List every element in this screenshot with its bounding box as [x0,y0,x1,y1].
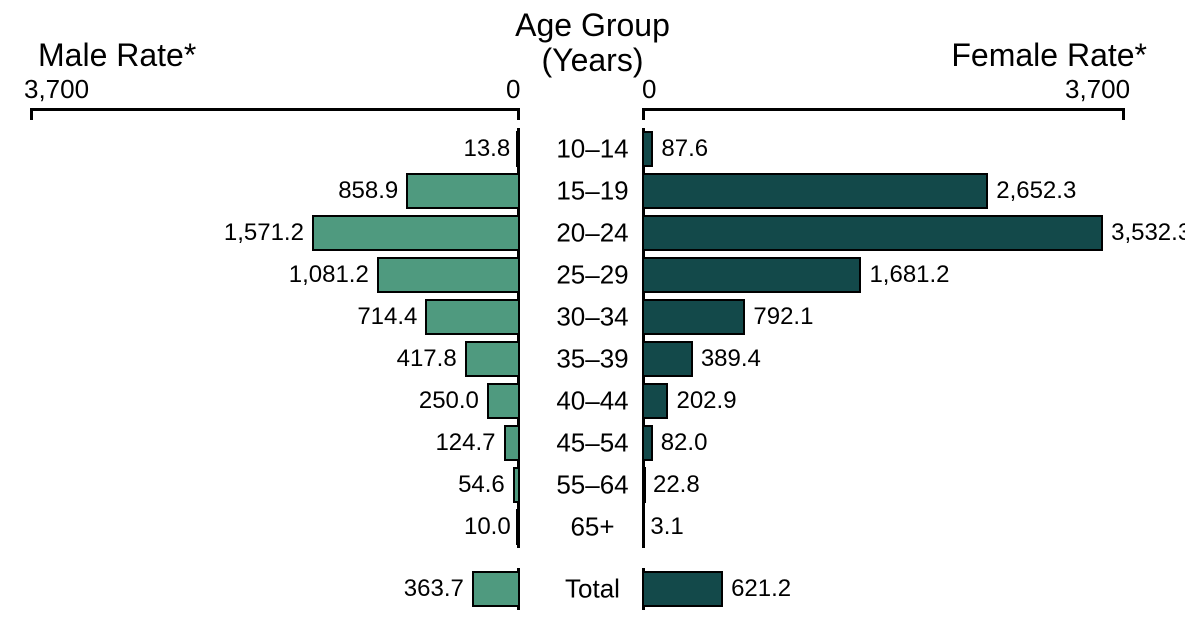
female-value-label: 2,652.3 [996,177,1076,205]
axis-tick [1122,108,1125,120]
male-bar [465,341,520,377]
left-axis-line [30,108,520,111]
category-row: 65+ 10.0 3.1 [0,506,1185,548]
female-value-label: 82.0 [661,429,708,457]
female-bar [642,215,1103,251]
male-bar [406,173,520,209]
female-value-label: 87.6 [661,135,708,163]
female-value-label: 621.2 [731,575,791,603]
male-value-label: 250.0 [419,387,479,415]
category-row: 10–14 13.8 87.6 [0,128,1185,170]
category-row: 55–64 54.6 22.8 [0,464,1185,506]
category-row: 20–24 1,571.2 3,532.3 [0,212,1185,254]
age-group-label: 55–64 [556,470,628,501]
category-row: 30–34 714.4 792.1 [0,296,1185,338]
male-value-label: 1,571.2 [224,219,304,247]
right-axis-max-label: 3,700 [1065,74,1130,105]
female-bar [642,299,745,335]
left-axis-zero-label: 0 [506,74,520,105]
right-axis-line [642,108,1125,111]
category-row: 25–29 1,081.2 1,681.2 [0,254,1185,296]
female-bar [642,383,668,419]
age-group-label: 20–24 [556,218,628,249]
center-title-line1: Age Group [515,7,670,43]
center-title-line2: (Years) [542,42,644,78]
male-bar [487,383,520,419]
age-group-label: 25–29 [556,260,628,291]
male-bar [513,467,520,503]
female-value-label: 3,532.3 [1111,219,1185,247]
age-group-label: 30–34 [556,302,628,333]
age-group-label: 35–39 [556,344,628,375]
male-bar [312,215,520,251]
age-group-label: 45–54 [556,428,628,459]
left-axis-title: Male Rate* [38,38,196,73]
right-axis-title: Female Rate* [951,38,1147,73]
axis-tick [517,108,520,120]
female-value-label: 792.1 [753,303,813,331]
male-value-label: 1,081.2 [289,261,369,289]
left-axis-max-label: 3,700 [24,74,89,105]
male-value-label: 124.7 [435,429,495,457]
male-bar [425,299,520,335]
age-group-label: 15–19 [556,176,628,207]
male-value-label: 417.8 [397,345,457,373]
age-group-label: 40–44 [556,386,628,417]
female-bar [642,425,653,461]
age-group-label: 65+ [570,512,614,543]
category-row: 35–39 417.8 389.4 [0,338,1185,380]
female-value-label: 3.1 [650,513,683,541]
male-value-label: 10.0 [464,513,511,541]
female-value-label: 22.8 [653,471,700,499]
right-baseline [642,506,645,548]
female-value-label: 389.4 [701,345,761,373]
female-bar [642,341,693,377]
female-bar [642,571,723,607]
female-bar [642,131,653,167]
age-group-label: 10–14 [556,134,628,165]
male-bar [516,509,520,545]
male-bar [504,425,521,461]
total-row: Total 363.7 621.2 [0,568,1185,610]
center-axis-title: Age Group (Years) [515,8,670,78]
right-axis-zero-label: 0 [642,74,656,105]
total-label: Total [565,574,620,605]
female-bar [642,173,988,209]
male-value-label: 858.9 [338,177,398,205]
axis-tick [642,108,645,120]
male-value-label: 363.7 [404,575,464,603]
category-row: 40–44 250.0 202.9 [0,380,1185,422]
category-row: 45–54 124.7 82.0 [0,422,1185,464]
category-row: 15–19 858.9 2,652.3 [0,170,1185,212]
male-bar [377,257,520,293]
bars-area: 10–14 13.8 87.6 15–19 858.9 2,652.3 20–24 1,571… [0,128,1185,610]
axis-row: 3,700 0 0 3,700 [0,74,1185,122]
female-bar [642,257,861,293]
diverging-bar-chart: Male Rate* Age Group (Years) Female Rate… [0,0,1185,635]
male-value-label: 54.6 [458,471,505,499]
axis-tick [30,108,33,120]
female-bar [642,467,646,503]
female-value-label: 1,681.2 [869,261,949,289]
male-value-label: 13.8 [463,135,510,163]
female-value-label: 202.9 [676,387,736,415]
male-bar [516,131,520,167]
male-value-label: 714.4 [357,303,417,331]
gap-row [0,548,1185,568]
male-bar [472,571,520,607]
